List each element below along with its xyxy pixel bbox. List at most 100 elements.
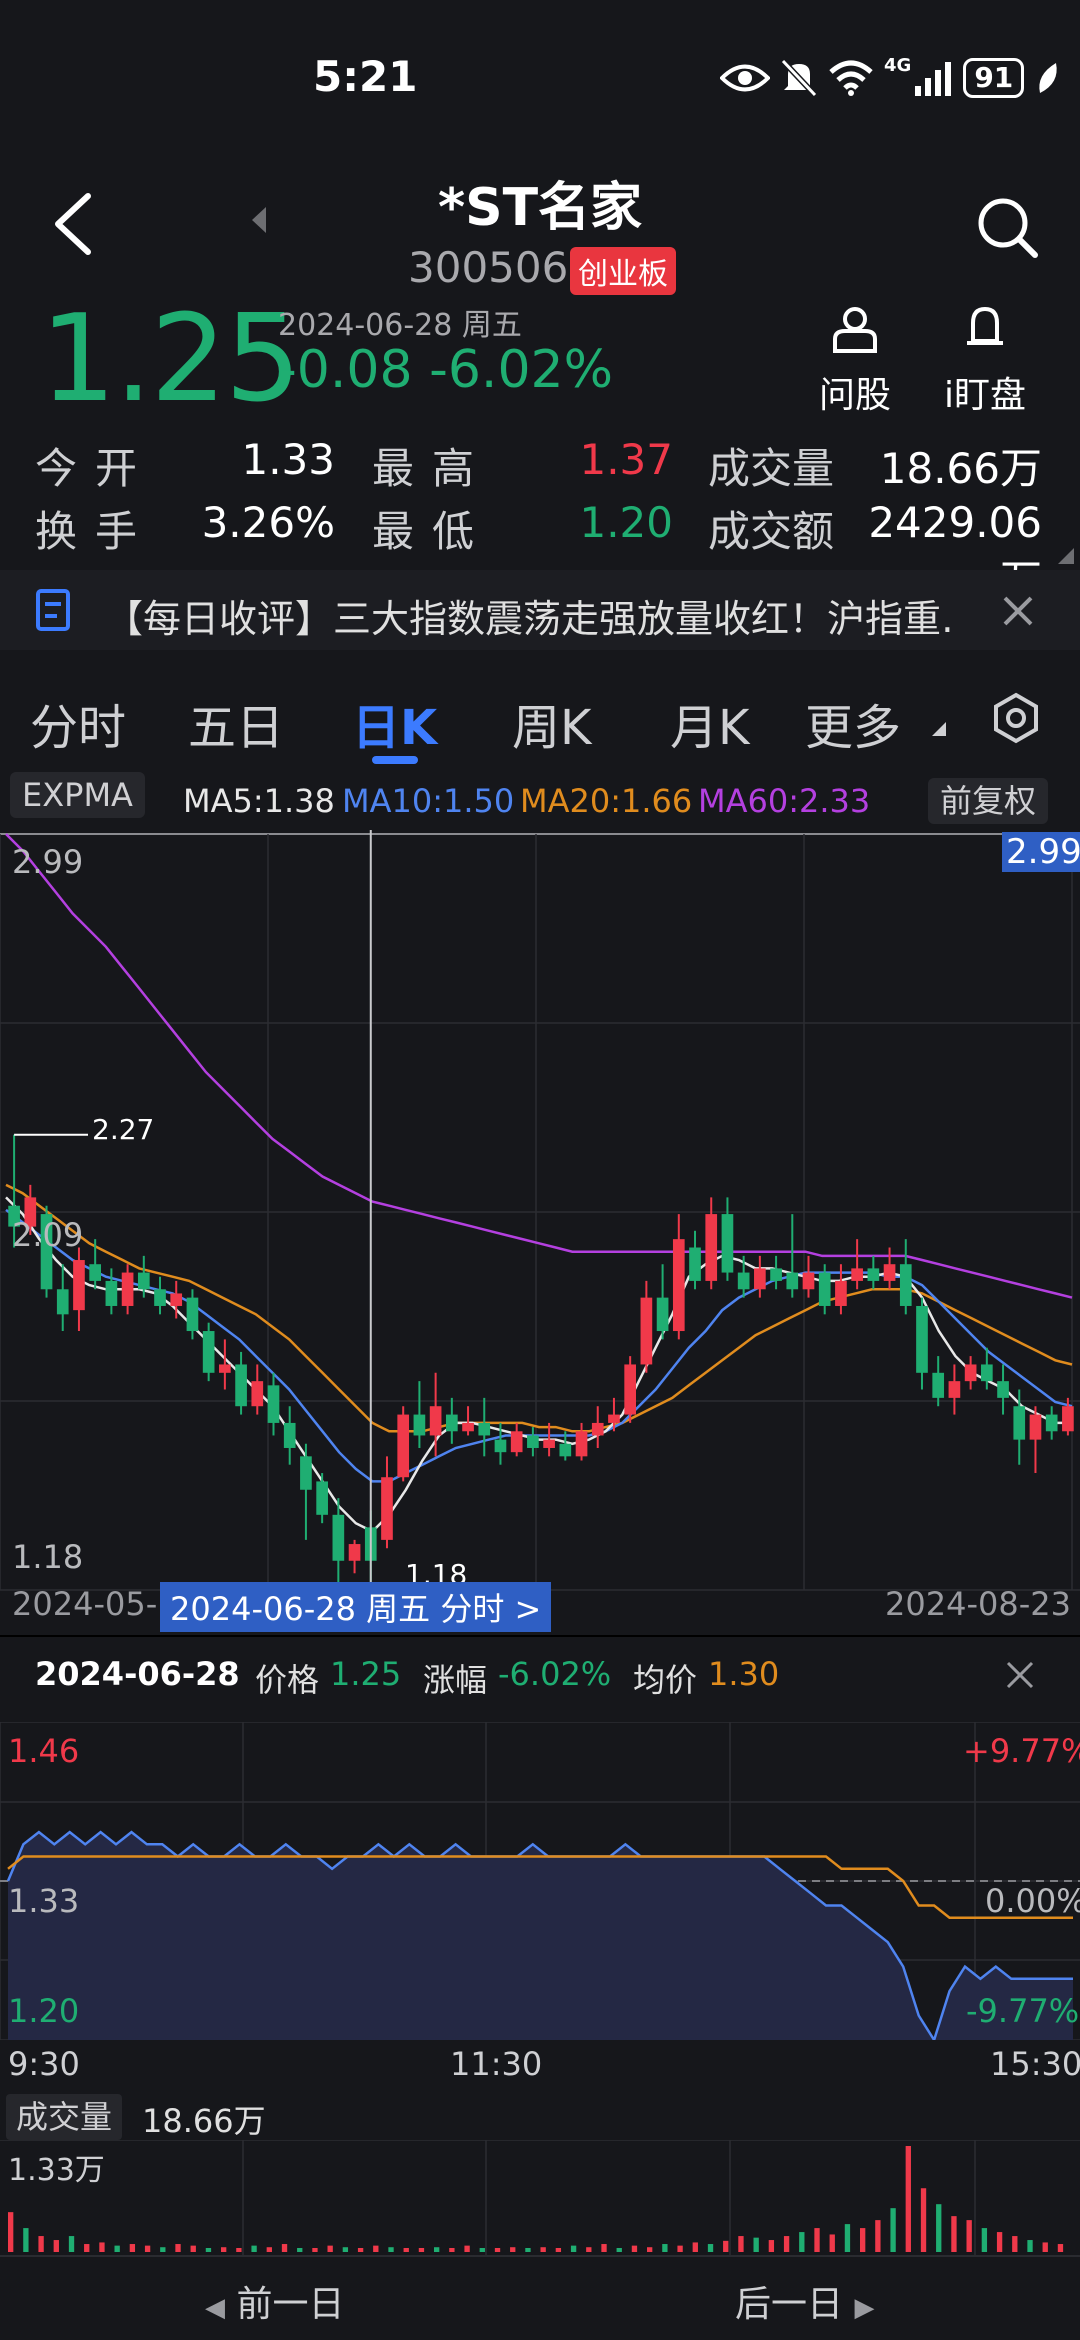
ask-stock-label: 问股 (818, 375, 891, 416)
tab-more[interactable]: 更多 (805, 700, 902, 756)
stock-code: 300506 (408, 243, 569, 292)
candle-body (624, 1364, 637, 1415)
volume-bar (53, 2240, 59, 2252)
candle-body (1013, 1406, 1026, 1440)
volume-label: 成交量 (708, 444, 835, 493)
amount-label: 成交额 (708, 507, 835, 556)
signal-icon (915, 62, 952, 96)
person-icon (833, 307, 877, 353)
prev-stock-icon[interactable] (250, 205, 268, 235)
volume-bar (327, 2245, 333, 2252)
volume-bar (936, 2204, 942, 2252)
watch-button[interactable]: i盯盘 (940, 305, 1030, 418)
candle-body (510, 1431, 523, 1453)
kline-chart[interactable] (0, 830, 1080, 1630)
volume-bar (8, 2212, 14, 2252)
candle-body (559, 1443, 572, 1457)
indicator-selector[interactable]: EXPMA (10, 772, 145, 818)
turnover-label: 换手 (35, 507, 156, 556)
battery-icon: 91 (963, 58, 1025, 98)
candle-body (73, 1260, 85, 1311)
volume-bar (129, 2244, 136, 2252)
tab-five-day[interactable]: 五日 (188, 700, 285, 756)
adjust-selector[interactable]: 前复权 (928, 776, 1049, 824)
search-icon[interactable] (975, 195, 1039, 259)
volume-bar (175, 2244, 181, 2252)
candle-body (640, 1297, 653, 1365)
candle-body (186, 1297, 199, 1332)
candle-body (656, 1297, 669, 1332)
intraday-date: 2024-06-28 (35, 1655, 240, 1693)
kline-y-top-badge: 2.99 (1002, 832, 1080, 872)
candle-body (672, 1239, 685, 1332)
tab-daily-k[interactable]: 日K (352, 700, 438, 756)
document-icon (36, 589, 70, 631)
indicator-selector-label: EXPMA (10, 772, 145, 818)
volume-bar (966, 2220, 972, 2252)
candle-body (1062, 1406, 1074, 1432)
volume-selector-label: 成交量 (6, 2094, 123, 2140)
news-headline[interactable]: 【每日收评】三大指数震荡走强放量收红！沪指重… (105, 597, 955, 641)
candle-body (883, 1264, 896, 1281)
candle-body (56, 1289, 69, 1315)
candle-body (851, 1268, 863, 1281)
volume-bar (570, 2245, 577, 2252)
network-type: 4G (884, 55, 912, 76)
candle-body (105, 1280, 118, 1306)
volume-bar (144, 2245, 151, 2252)
volume-bar (221, 2247, 227, 2252)
volume-bar (1027, 2240, 1033, 2252)
candle-body (575, 1431, 588, 1457)
footer-divider (0, 2255, 1080, 2257)
open-label: 今开 (35, 444, 156, 493)
next-day-button[interactable]: 后一日 ▶ (735, 2275, 874, 2327)
stock-name: *ST名家 (437, 178, 643, 238)
candle-body (267, 1385, 280, 1423)
volume-bar (601, 2244, 607, 2252)
volume-max: 1.33万 (8, 2153, 105, 2188)
tab-weekly-k[interactable]: 周K (512, 700, 592, 756)
volume-bar (68, 2236, 75, 2252)
next-day-label: 后一日 (735, 2284, 844, 2325)
ask-stock-button[interactable]: 问股 (810, 305, 900, 418)
ma5-value: MA5:1.38 (183, 782, 335, 820)
candle-body (24, 1197, 37, 1227)
intraday-price: 1.25 (330, 1655, 402, 1693)
volume-bar (434, 2247, 440, 2252)
ma20-line (5, 1183, 1073, 1433)
current-price: 1.25 (40, 290, 301, 429)
high-value: 1.37 (579, 435, 673, 484)
back-icon[interactable] (50, 192, 94, 256)
volume-selector[interactable]: 成交量 (6, 2092, 123, 2140)
volume-bar (981, 2228, 988, 2252)
intraday-chart[interactable] (0, 1722, 1080, 2040)
candle-body (154, 1289, 166, 1306)
kline-date-end: 2024-08-23 (885, 1585, 1071, 1623)
candle-body (462, 1422, 474, 1432)
settings-icon[interactable] (990, 692, 1042, 744)
expand-corner-icon[interactable] (1058, 548, 1074, 564)
candle-body (235, 1364, 247, 1407)
tab-intraday[interactable]: 分时 (30, 700, 127, 756)
close-intraday-icon[interactable] (1005, 1660, 1035, 1690)
volume-chart[interactable] (0, 2140, 1080, 2255)
candle-body (202, 1331, 215, 1373)
news-bar[interactable] (0, 570, 1080, 650)
intraday-y-high: 1.46 (8, 1732, 80, 1770)
volume-bar (342, 2247, 349, 2252)
volume-bar (357, 2248, 364, 2252)
tab-monthly-k[interactable]: 月K (670, 700, 750, 756)
close-icon[interactable] (1002, 595, 1034, 627)
prev-day-button[interactable]: ◀ 前一日 (205, 2275, 344, 2327)
volume-bar (890, 2208, 896, 2252)
volume-bar (738, 2236, 744, 2252)
volume-bar (920, 2188, 927, 2252)
volume-bar (114, 2245, 120, 2252)
watch-label: i盯盘 (943, 375, 1026, 416)
dropdown-corner-icon (932, 722, 946, 736)
volume-bar (860, 2228, 866, 2252)
cursor-date-button[interactable]: 2024-06-28 周五 分时 > (160, 1582, 552, 1632)
candle-body (1029, 1414, 1042, 1440)
intraday-pct-high: +9.77% (963, 1732, 1080, 1770)
candle-body (964, 1364, 977, 1382)
